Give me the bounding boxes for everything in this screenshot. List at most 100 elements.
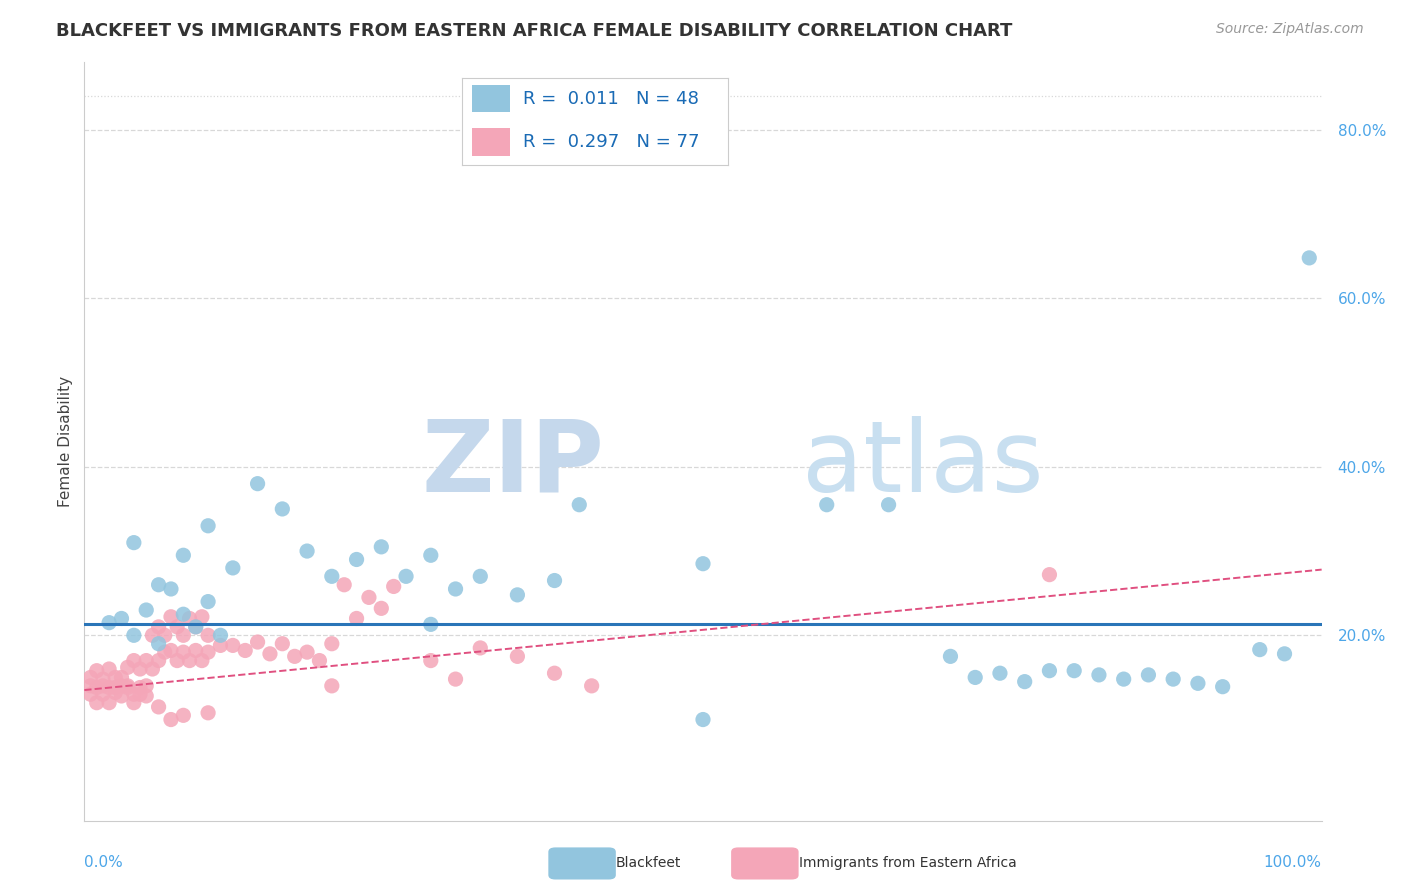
Point [197,645,219,659]
Point [98,696,121,710]
Point [692,557,714,571]
Point [110,679,132,693]
Point [104,685,127,699]
Point [104,681,127,695]
Point [1212,680,1234,694]
Text: ZIP: ZIP [422,416,605,513]
Point [184,620,207,634]
Point [166,620,188,634]
Point [222,561,245,575]
Text: 0.0%: 0.0% [84,855,124,870]
Point [444,582,467,596]
Point [148,620,170,634]
Point [122,535,145,549]
Point [1137,668,1160,682]
Point [98,615,121,630]
Point [419,654,441,668]
Point [1063,664,1085,678]
Point [122,687,145,701]
Point [86,681,108,695]
Point [568,498,591,512]
Point [470,640,492,655]
Point [1274,647,1296,661]
Point [965,670,987,684]
Point [321,637,343,651]
Point [209,628,232,642]
Text: Source: ZipAtlas.com: Source: ZipAtlas.com [1216,22,1364,37]
Point [91,672,114,686]
Point [988,666,1011,681]
Point [877,498,900,512]
Point [160,609,183,624]
Point [129,662,152,676]
Point [246,476,269,491]
Point [543,574,565,588]
Point [153,628,176,642]
Point [148,578,170,592]
Point [160,643,183,657]
Point [346,611,368,625]
Point [184,643,207,657]
Point [148,699,170,714]
Point [321,569,343,583]
Text: Immigrants from Eastern Africa: Immigrants from Eastern Africa [799,856,1017,871]
Y-axis label: Female Disability: Female Disability [58,376,73,508]
Point [1014,674,1036,689]
Point [179,654,201,668]
Point [357,591,380,605]
Point [86,664,108,678]
Point [172,645,194,659]
Point [172,708,194,723]
Point [308,654,330,668]
Point [346,552,368,566]
Point [333,578,356,592]
Point [98,681,121,695]
Point [129,681,152,695]
Point [259,647,281,661]
Text: 100.0%: 100.0% [1264,855,1322,870]
Point [117,679,139,693]
Point [321,679,343,693]
Point [370,601,392,615]
Point [122,696,145,710]
Point [172,628,194,642]
Point [160,582,183,596]
Point [506,588,529,602]
Point [110,689,132,703]
Point [284,649,307,664]
Point [1249,642,1271,657]
Point [122,654,145,668]
Point [419,548,441,563]
Point [184,620,207,634]
Point [815,498,838,512]
Point [197,706,219,720]
Point [86,696,108,710]
Point [160,713,183,727]
Point [191,609,214,624]
Text: atlas: atlas [801,416,1043,513]
Point [197,594,219,608]
Point [148,654,170,668]
Point [1298,251,1320,265]
Point [233,643,256,657]
Point [110,611,132,625]
Point [246,635,269,649]
Point [104,670,127,684]
Point [1038,664,1060,678]
Point [419,617,441,632]
Point [222,639,245,653]
Point [141,628,163,642]
Point [1088,668,1111,682]
Point [271,502,294,516]
Point [141,662,163,676]
Point [295,645,318,659]
Point [470,569,492,583]
Point [209,639,232,653]
Point [543,666,565,681]
Point [129,687,152,701]
Point [91,679,114,693]
Point [197,628,219,642]
Point [117,660,139,674]
Point [1038,567,1060,582]
Point [370,540,392,554]
